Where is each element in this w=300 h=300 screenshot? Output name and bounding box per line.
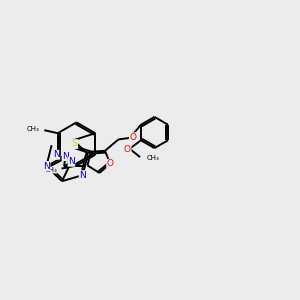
Text: N: N — [53, 150, 60, 159]
Text: N: N — [43, 162, 50, 171]
Text: O: O — [124, 145, 131, 154]
Text: S: S — [72, 140, 77, 148]
Text: N: N — [62, 152, 69, 160]
Text: CH₃: CH₃ — [44, 167, 57, 173]
Text: O: O — [107, 159, 114, 168]
Text: N: N — [43, 162, 50, 171]
Text: CH₃: CH₃ — [147, 155, 159, 161]
Text: O: O — [129, 133, 137, 142]
Text: N: N — [79, 171, 86, 180]
Text: CH₃: CH₃ — [27, 126, 40, 132]
Text: N: N — [68, 157, 75, 166]
